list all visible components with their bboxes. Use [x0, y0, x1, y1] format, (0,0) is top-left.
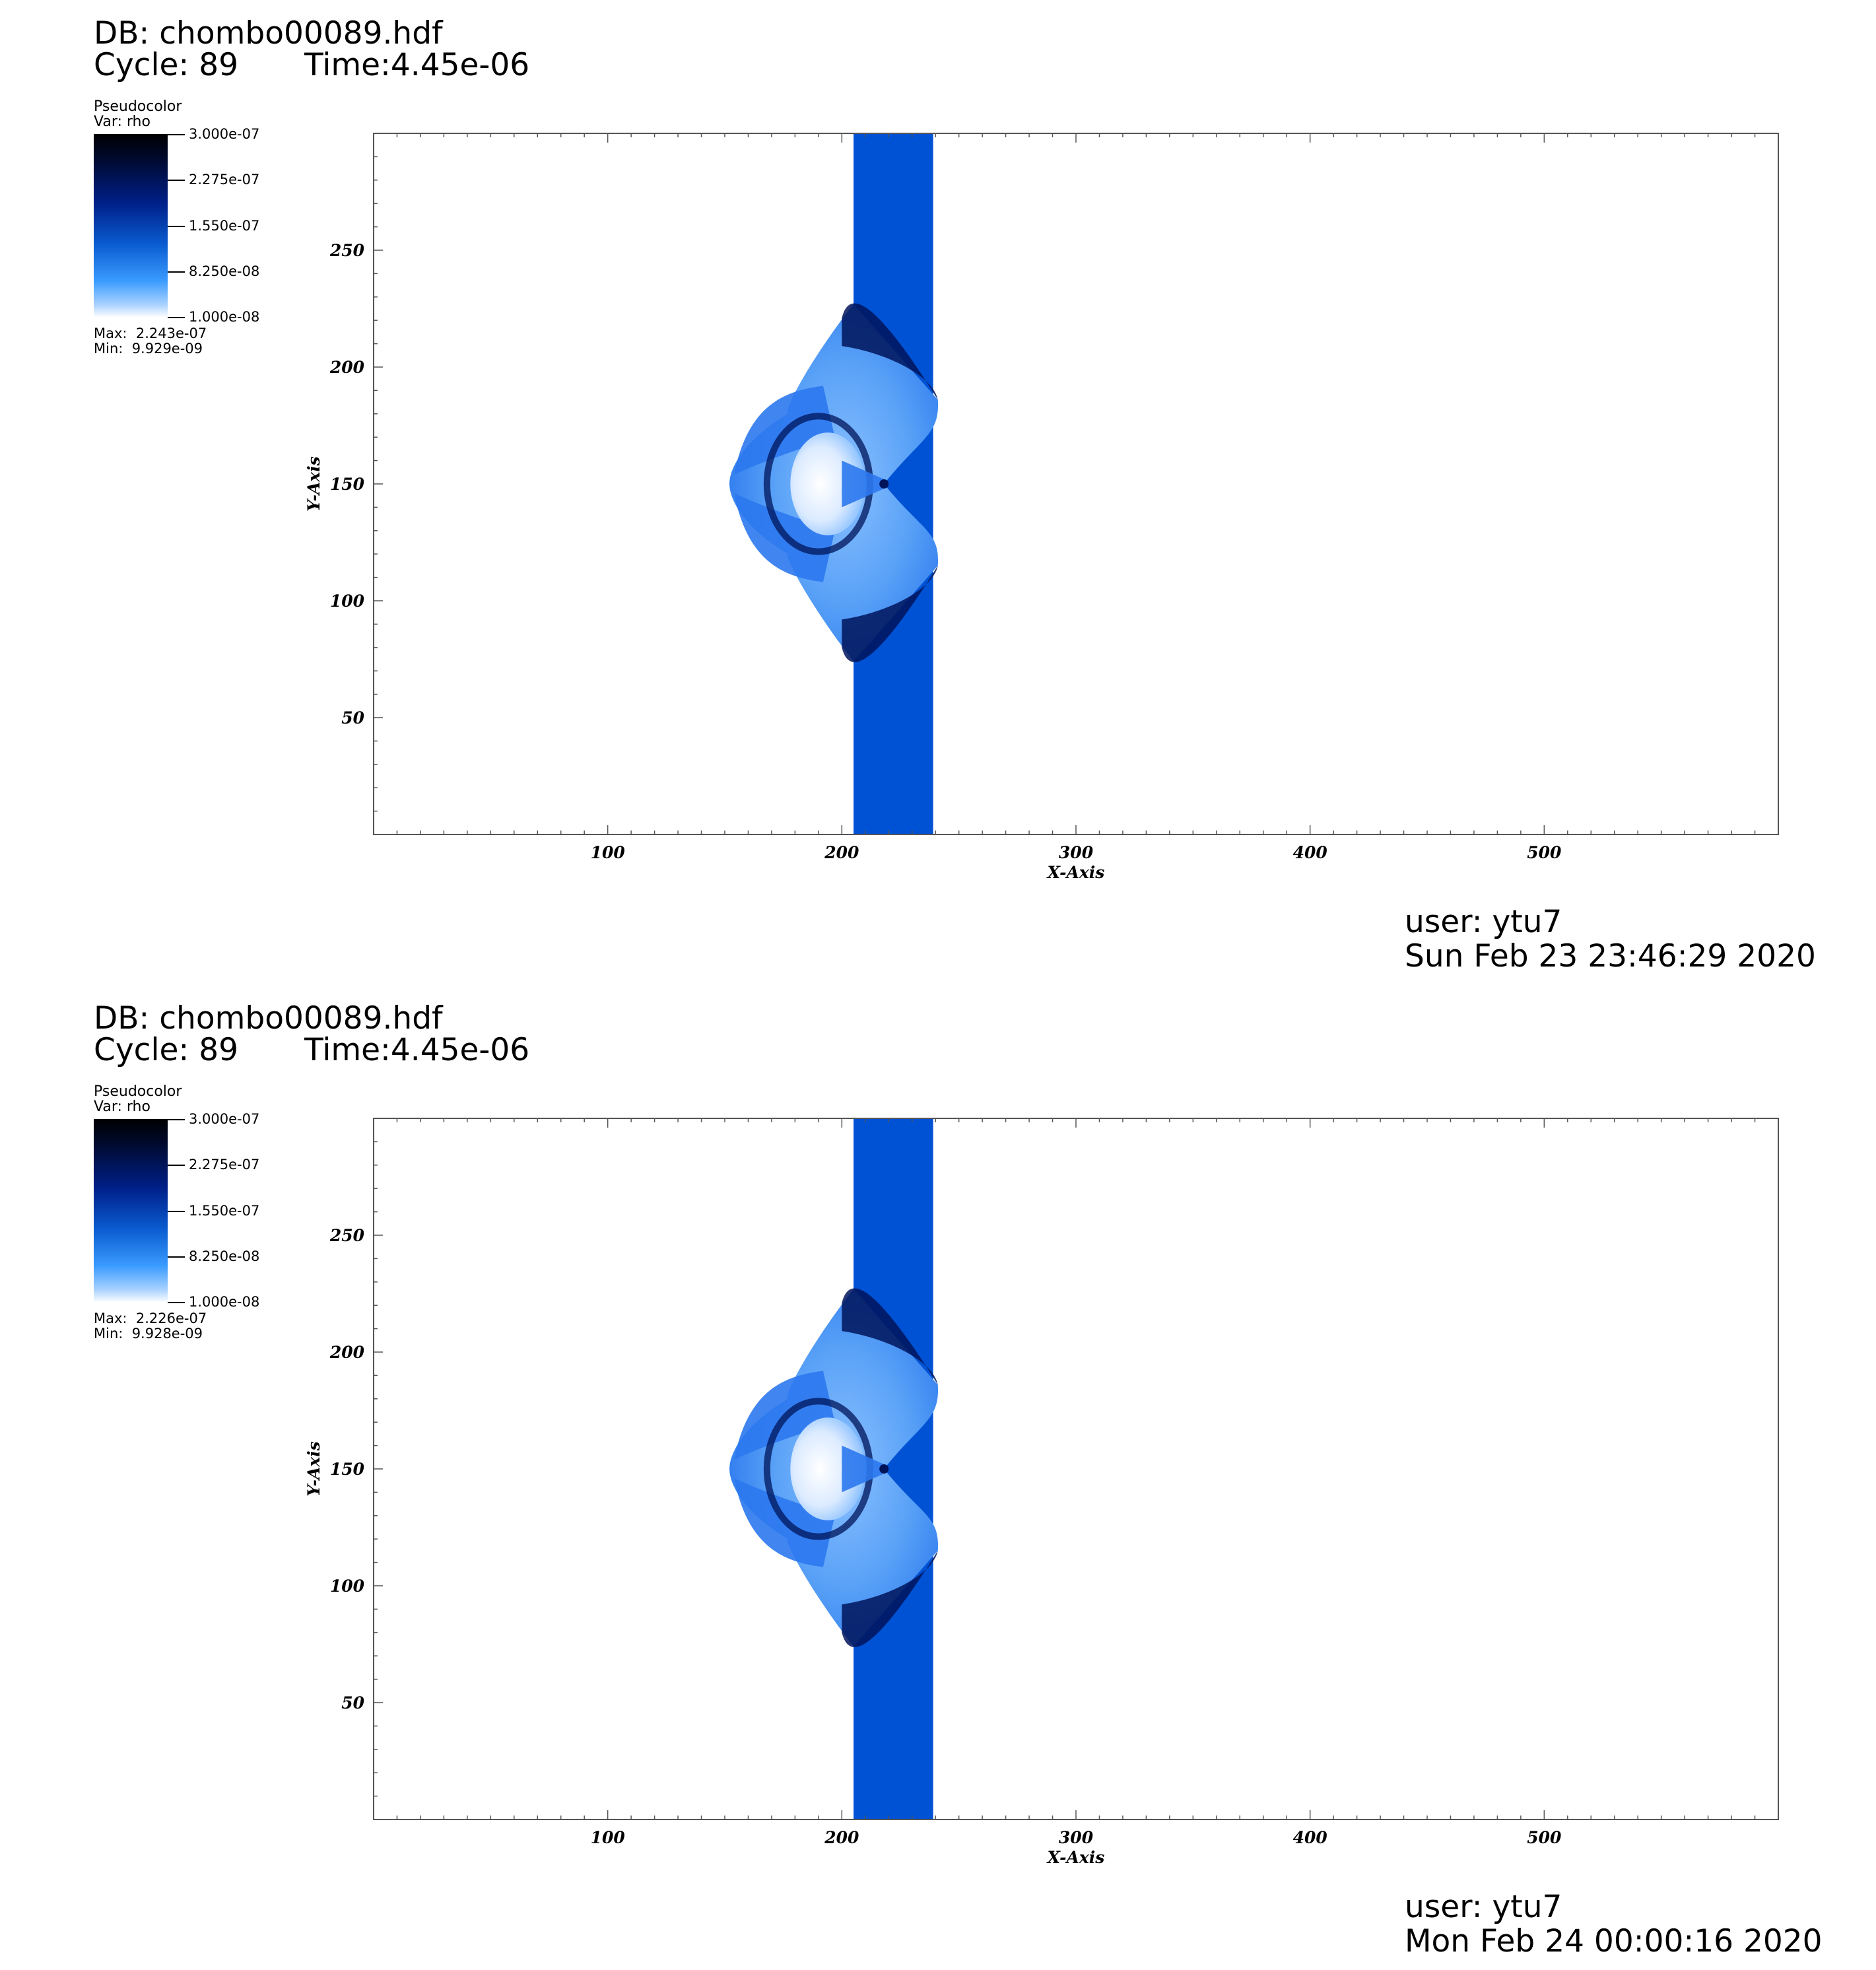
colorbar-tick-label: 8.250e-08 — [189, 263, 260, 279]
x-tick-label: 200 — [824, 843, 859, 862]
x-tick-label: 100 — [591, 843, 626, 862]
core-jet — [842, 460, 885, 508]
legend-title: Pseudocolor — [94, 98, 182, 115]
user-label: user: ytu7 — [1405, 904, 1562, 940]
plot-frame — [373, 133, 1779, 835]
colorbar-tick-label: 1.550e-07 — [189, 218, 260, 234]
plot-frame — [373, 1118, 1779, 1820]
colorbar-tick — [168, 1256, 185, 1258]
shock-cap-bottom — [842, 565, 938, 662]
shock-cap-bottom — [842, 1550, 938, 1647]
plot-field — [729, 133, 939, 834]
colorbar-tick-label: 2.275e-07 — [189, 172, 260, 187]
x-axis-title: X-Axis — [1046, 1848, 1105, 1867]
date-label: Mon Feb 24 00:00:16 2020 — [1405, 1923, 1823, 1959]
colorbar-tick — [168, 271, 185, 273]
y-tick-label: 150 — [330, 475, 365, 494]
colorbar-tick-label: 1.000e-08 — [189, 309, 260, 325]
x-tick-label: 300 — [1059, 843, 1094, 862]
y-tick-label: 150 — [330, 1460, 365, 1479]
x-tick-label: 200 — [824, 1828, 859, 1847]
y-tick-label: 200 — [329, 358, 365, 377]
y-tick-label: 50 — [341, 1693, 364, 1713]
colorbar-tick-label: 2.275e-07 — [189, 1157, 260, 1172]
colorbar-tick-label: 8.250e-08 — [189, 1248, 260, 1264]
date-label: Sun Feb 23 23:46:29 2020 — [1405, 938, 1816, 974]
legend-variable: Var: rho — [94, 114, 151, 130]
y-axis-title: Y-Axis — [304, 456, 323, 512]
colorbar-tick — [168, 226, 185, 227]
core-region — [790, 432, 865, 535]
shock-cap-top — [842, 1288, 938, 1385]
density-plot: 100 200 300 400 500 50 100 150 200 250 X-Axis Y-Axi… — [304, 1118, 1779, 1867]
y-axis-title: Y-Axis — [304, 1441, 323, 1497]
y-tick-label: 100 — [330, 1577, 365, 1596]
legend-min: Min: 9.928e-09 — [94, 1326, 203, 1342]
colorbar-tick — [168, 180, 185, 181]
colorbar-tick-label: 1.550e-07 — [189, 1203, 260, 1219]
colorbar-tick-label: 3.000e-07 — [189, 1111, 260, 1127]
colorbar — [94, 134, 168, 318]
core-jet — [842, 1445, 885, 1493]
y-tick-label: 250 — [329, 241, 365, 260]
x-tick-label: 500 — [1527, 843, 1562, 862]
colorbar-tick-label: 3.000e-07 — [189, 126, 260, 142]
y-tick-label: 50 — [341, 708, 364, 728]
x-tick-label: 500 — [1527, 1828, 1562, 1847]
database-label: DB: chombo00089.hdf — [94, 1000, 443, 1036]
x-tick-label: 400 — [1293, 843, 1328, 862]
plot-field — [729, 1118, 939, 1819]
density-plot: 100 200 300 400 500 50 100 150 200 250 X-Axis Y-Axi… — [304, 133, 1779, 882]
cusp-point — [879, 1464, 889, 1474]
time-label: Time:4.45e-06 — [304, 1032, 530, 1068]
colorbar — [94, 1119, 168, 1303]
colorbar-tick — [168, 1165, 185, 1166]
cusp-point — [879, 479, 889, 489]
legend-variable: Var: rho — [94, 1099, 151, 1115]
x-tick-label: 400 — [1293, 1828, 1328, 1847]
legend-max: Max: 2.226e-07 — [94, 1310, 207, 1326]
legend-title: Pseudocolor — [94, 1083, 182, 1100]
time-label: Time:4.45e-06 — [304, 47, 530, 83]
colorbar-tick — [168, 1119, 185, 1120]
colorbar-tick — [168, 1211, 185, 1212]
plot-panel-2: DB: chombo00089.hdf Cycle: 89 Time:4.45e… — [0, 985, 1876, 1970]
plot-panel-1: DB: chombo00089.hdf Cycle: 89 Time:4.45e… — [94, 15, 1816, 974]
cycle-label: Cycle: 89 — [94, 1032, 239, 1068]
legend-min: Min: 9.929e-09 — [94, 341, 203, 357]
colorbar-tick — [168, 317, 185, 318]
x-tick-label: 100 — [591, 1828, 626, 1847]
x-tick-label: 300 — [1059, 1828, 1094, 1847]
colorbar-tick-label: 1.000e-08 — [189, 1294, 260, 1310]
colorbar-tick — [168, 1302, 185, 1303]
shock-cap-top — [842, 303, 938, 400]
cycle-label: Cycle: 89 — [94, 47, 239, 83]
legend-max: Max: 2.243e-07 — [94, 325, 207, 341]
y-tick-label: 200 — [329, 1343, 365, 1362]
y-tick-label: 250 — [329, 1226, 365, 1245]
x-axis-title: X-Axis — [1046, 863, 1105, 882]
user-label: user: ytu7 — [1405, 1889, 1562, 1925]
core-region — [790, 1417, 865, 1520]
colorbar-tick — [168, 134, 185, 135]
y-tick-label: 100 — [330, 592, 365, 611]
database-label: DB: chombo00089.hdf — [94, 15, 443, 51]
